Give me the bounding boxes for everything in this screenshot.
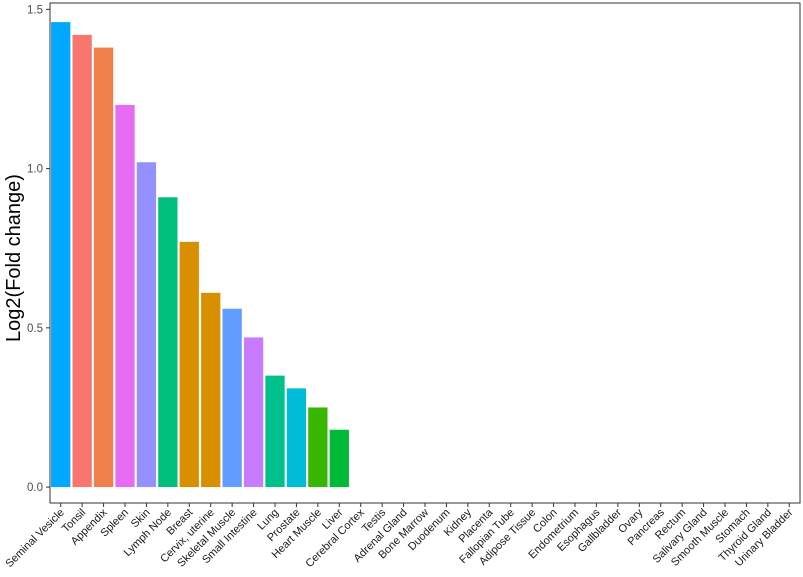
bar-spleen: [115, 104, 135, 488]
bar-cervix-uterine: [201, 292, 221, 488]
bar-lymph-node: [158, 197, 178, 488]
x-axis: Seminal VesicleTonsilAppendixSpleenSkinL…: [3, 503, 796, 570]
y-tick-label: 0.0: [27, 482, 43, 494]
bars-group: [51, 22, 349, 488]
y-tick-label: 1.0: [27, 164, 43, 176]
y-tick-label: 1.5: [27, 4, 43, 16]
bar-heart-muscle: [308, 407, 328, 488]
x-tick-label: Seminal Vesicle: [3, 507, 66, 570]
bar-tonsil: [72, 34, 92, 488]
bar-skeletal-muscle: [222, 308, 242, 488]
plot-panel-border: [49, 2, 801, 504]
bar-lung: [265, 375, 285, 488]
y-tick-label: 0.5: [27, 323, 43, 335]
bar-appendix: [93, 47, 114, 488]
bar-breast: [179, 241, 199, 488]
bar-prostate: [286, 388, 307, 488]
y-axis: 0.0 0.5 1.0 1.5: [27, 4, 50, 494]
bar-seminal-vesicle: [51, 22, 71, 488]
bar-skin: [136, 162, 157, 488]
bar-liver: [329, 429, 349, 488]
y-axis-title: Log2(Fold change): [3, 174, 25, 342]
bar-small-intestine: [243, 337, 264, 488]
